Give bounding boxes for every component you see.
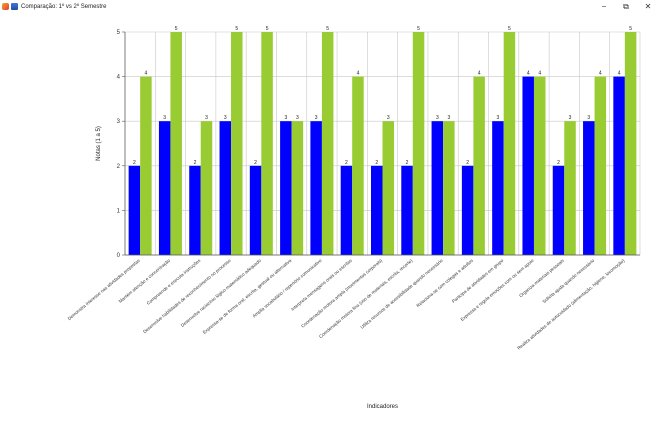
data-label: 4 bbox=[478, 71, 481, 77]
bar bbox=[624, 32, 637, 255]
data-label: 2 bbox=[133, 160, 136, 166]
data-label: 4 bbox=[599, 71, 602, 77]
bar bbox=[522, 76, 534, 255]
y-axis-title: Notas (1 a 5) bbox=[96, 126, 102, 161]
data-label: 4 bbox=[538, 71, 541, 77]
y-tick-label: 4 bbox=[117, 75, 121, 81]
data-label: 4 bbox=[618, 71, 621, 77]
data-label: 2 bbox=[375, 160, 378, 166]
bar bbox=[321, 32, 334, 255]
y-tick-label: 1 bbox=[117, 208, 121, 214]
x-axis-title: Indicadores bbox=[367, 404, 398, 410]
bar bbox=[594, 76, 607, 255]
data-label: 3 bbox=[296, 115, 299, 121]
window-controls: − ⧉ ✕ bbox=[593, 0, 659, 13]
data-label: 3 bbox=[569, 115, 572, 121]
data-label: 3 bbox=[224, 115, 227, 121]
data-label: 5 bbox=[175, 26, 178, 32]
data-label: 3 bbox=[436, 115, 439, 121]
bar bbox=[170, 32, 182, 255]
x-tick-label: Mantém atenção e concentração bbox=[118, 258, 172, 304]
bar bbox=[382, 121, 395, 255]
bar bbox=[443, 121, 455, 255]
bar bbox=[492, 121, 504, 255]
bar bbox=[401, 165, 413, 255]
data-label: 2 bbox=[345, 160, 348, 166]
x-tick-label: Solicita ajuda quando necessário bbox=[541, 258, 595, 305]
minimize-button[interactable]: − bbox=[601, 1, 607, 11]
bar bbox=[140, 76, 152, 255]
bar bbox=[340, 165, 353, 255]
bar bbox=[280, 121, 292, 255]
bar bbox=[412, 32, 425, 255]
bar bbox=[503, 32, 516, 255]
data-label: 2 bbox=[557, 160, 560, 166]
data-label: 5 bbox=[629, 26, 632, 32]
restore-button[interactable]: ⧉ bbox=[623, 1, 629, 11]
bar bbox=[128, 165, 141, 255]
bar bbox=[310, 121, 322, 255]
bar bbox=[352, 76, 364, 255]
bar bbox=[219, 121, 232, 255]
data-label: 5 bbox=[417, 26, 420, 32]
data-label: 2 bbox=[466, 160, 469, 166]
data-label: 3 bbox=[587, 115, 590, 121]
data-label: 3 bbox=[447, 115, 450, 121]
bar bbox=[564, 121, 576, 255]
grid-lines bbox=[124, 31, 641, 256]
bar bbox=[461, 165, 474, 255]
data-label: 3 bbox=[284, 115, 287, 121]
bar bbox=[249, 165, 262, 255]
x-tick-label: Participa de atividades em grupo bbox=[451, 258, 505, 304]
bar bbox=[552, 165, 565, 255]
y-tick-label: 5 bbox=[117, 30, 121, 36]
x-tick-label: Realiza atividades de autocuidado (alime… bbox=[516, 258, 626, 351]
data-label: 3 bbox=[205, 115, 208, 121]
y-tick-label: 0 bbox=[117, 253, 121, 259]
bar bbox=[431, 121, 444, 255]
close-button[interactable]: ✕ bbox=[644, 1, 652, 11]
bar bbox=[189, 165, 201, 255]
bar bbox=[613, 76, 625, 255]
y-tick-label: 3 bbox=[117, 119, 121, 125]
data-label: 5 bbox=[235, 26, 238, 32]
bar bbox=[583, 121, 595, 255]
x-tick-label: Interpreta mensagens orais ou escritas bbox=[290, 257, 353, 311]
data-label: 3 bbox=[163, 115, 166, 121]
data-label: 3 bbox=[315, 115, 318, 121]
data-label: 2 bbox=[406, 160, 409, 166]
data-label: 4 bbox=[145, 71, 148, 77]
window-titlebar: Comparação: 1º vs 2º Semestre − ⧉ ✕ bbox=[0, 0, 659, 13]
data-label: 3 bbox=[387, 115, 390, 121]
axes bbox=[122, 31, 640, 256]
data-label: 5 bbox=[326, 26, 329, 32]
bars bbox=[128, 32, 637, 255]
data-label: 4 bbox=[357, 71, 360, 77]
data-label: 2 bbox=[194, 160, 197, 166]
bar bbox=[158, 121, 171, 255]
app-logo-icon bbox=[2, 3, 9, 10]
y-tick-label: 2 bbox=[117, 164, 121, 170]
window-title: Comparação: 1º vs 2º Semestre bbox=[21, 3, 107, 10]
bar bbox=[291, 121, 304, 255]
bar bbox=[370, 165, 383, 255]
x-tick-label: Relaciona-se com colegas e adultos bbox=[415, 257, 474, 308]
bar bbox=[473, 76, 485, 255]
data-label: 2 bbox=[254, 160, 257, 166]
bar bbox=[200, 121, 213, 255]
data-label: 5 bbox=[266, 26, 269, 32]
window-app-icon bbox=[11, 3, 18, 10]
data-label: 4 bbox=[527, 71, 530, 77]
bar bbox=[261, 32, 273, 255]
bar bbox=[533, 76, 546, 255]
bar bbox=[231, 32, 243, 255]
x-tick-label: Compreende e executa instruções bbox=[146, 257, 202, 305]
data-label: 5 bbox=[508, 26, 511, 32]
app-icons bbox=[2, 3, 21, 10]
data-label: 3 bbox=[497, 115, 500, 121]
